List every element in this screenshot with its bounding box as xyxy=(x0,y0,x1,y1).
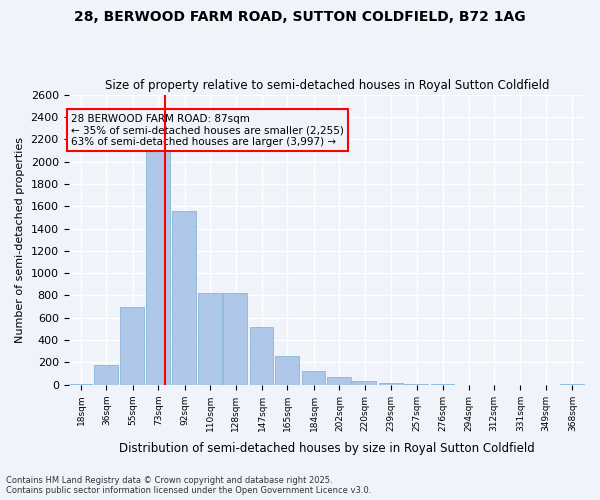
Text: 28 BERWOOD FARM ROAD: 87sqm
← 35% of semi-detached houses are smaller (2,255)
63: 28 BERWOOD FARM ROAD: 87sqm ← 35% of sem… xyxy=(71,114,344,146)
Bar xyxy=(275,356,299,385)
X-axis label: Distribution of semi-detached houses by size in Royal Sutton Coldfield: Distribution of semi-detached houses by … xyxy=(119,442,535,455)
Bar xyxy=(68,384,92,385)
Bar xyxy=(302,371,325,385)
Bar xyxy=(146,148,170,385)
Bar xyxy=(379,383,403,385)
Bar xyxy=(121,307,145,385)
Bar xyxy=(223,294,247,385)
Title: Size of property relative to semi-detached houses in Royal Sutton Coldfield: Size of property relative to semi-detach… xyxy=(104,79,549,92)
Bar xyxy=(560,384,584,385)
Text: 28, BERWOOD FARM ROAD, SUTTON COLDFIELD, B72 1AG: 28, BERWOOD FARM ROAD, SUTTON COLDFIELD,… xyxy=(74,10,526,24)
Y-axis label: Number of semi-detached properties: Number of semi-detached properties xyxy=(15,136,25,342)
Bar xyxy=(250,328,274,385)
Bar xyxy=(352,382,376,385)
Bar xyxy=(197,294,221,385)
Text: Contains HM Land Registry data © Crown copyright and database right 2025.
Contai: Contains HM Land Registry data © Crown c… xyxy=(6,476,371,495)
Bar xyxy=(94,366,118,385)
Bar xyxy=(404,384,428,385)
Bar xyxy=(327,377,350,385)
Bar xyxy=(172,211,196,385)
